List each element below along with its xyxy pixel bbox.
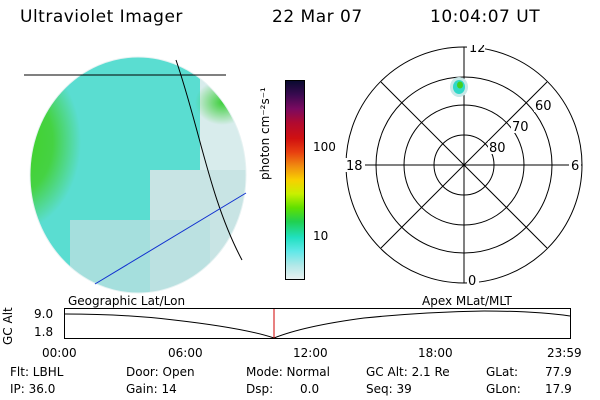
orbit-altitude-plot: [64, 308, 571, 339]
info-door: Door: Open: [126, 365, 195, 379]
info-ip: IP: 36.0: [10, 382, 56, 396]
info-glon-label: GLon:: [486, 382, 521, 396]
mlt-label-0: 0: [468, 274, 476, 289]
mlt-label-12: 12: [469, 45, 486, 56]
colorbar-tick-100: 100: [313, 140, 336, 154]
aurora-image: [30, 57, 246, 293]
mlt-label-6: 6: [571, 159, 579, 174]
colorbar-label: photon cm⁻²s⁻¹: [258, 87, 272, 180]
header-date: 22 Mar 07: [272, 7, 363, 27]
altitude-curve: [64, 310, 571, 339]
timeline-ymin: 1.8: [34, 325, 54, 339]
polar-plot: 12 18 6 0 60 70 80: [345, 45, 583, 289]
timeline-tick-1800: 18:00: [418, 346, 453, 360]
colorbar-tick-10: 10: [313, 229, 329, 243]
info-gc-alt: GC Alt: 2.1 Re: [366, 365, 450, 379]
longitude-line: [94, 192, 247, 285]
polar-aurora-core: [457, 81, 463, 89]
info-glat-label: GLat:: [486, 365, 519, 379]
earth-limb: [29, 56, 247, 294]
geographic-image-panel: [24, 56, 247, 294]
timeline-ymax: 9.0: [34, 307, 54, 321]
timeline-tick-2359: 23:59: [547, 346, 582, 360]
info-dsp-label: Dsp:: [246, 382, 274, 396]
header-time: 10:04:07 UT: [430, 7, 541, 27]
polar-diagonal-2: [380, 81, 548, 249]
mlt-label-18: 18: [346, 159, 363, 174]
timeline-frame: [64, 308, 571, 339]
timeline-tick-1200: 12:00: [293, 346, 328, 360]
timeline-tick-0600: 06:00: [168, 346, 203, 360]
app-title: Ultraviolet Imager: [20, 7, 183, 27]
info-glon-value: 17.9: [545, 382, 572, 396]
timeline-tick-0000: 00:00: [42, 346, 77, 360]
info-gain: Gain: 14: [126, 382, 177, 396]
info-glat-value: 77.9: [545, 365, 572, 379]
info-mode: Mode: Normal: [246, 365, 330, 379]
geographic-label: Geographic Lat/Lon: [68, 294, 186, 308]
info-seq: Seq: 39: [366, 382, 412, 396]
lat-label-80: 80: [489, 141, 506, 156]
apex-label: Apex MLat/MLT: [422, 294, 512, 308]
lat-label-70: 70: [512, 120, 529, 135]
terminator-line: [175, 59, 243, 261]
timeline-ylabel: GC Alt: [1, 307, 15, 345]
info-filter: Flt: LBHL: [10, 365, 64, 379]
lat-label-60: 60: [535, 99, 552, 114]
info-dsp-value: 0.0: [300, 382, 320, 396]
colorbar: [285, 80, 305, 280]
